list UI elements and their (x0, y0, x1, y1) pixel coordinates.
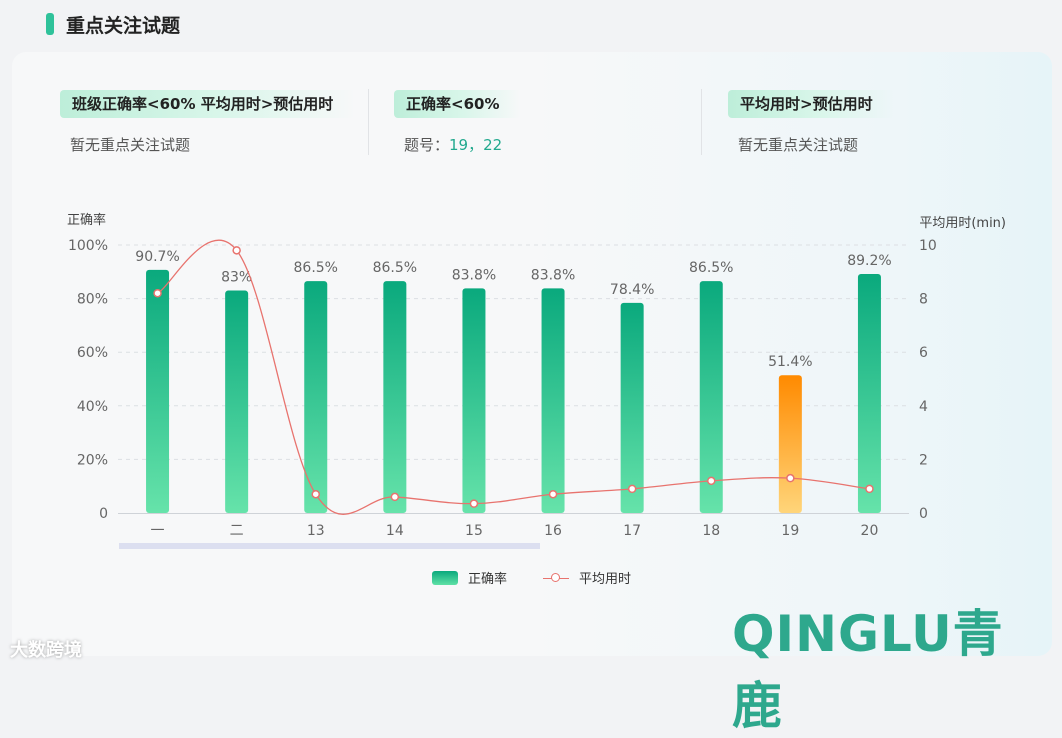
bar-value-label: 86.5% (689, 260, 733, 276)
section-header: 重点关注试题 (46, 10, 180, 38)
section-accent-bar (46, 13, 54, 35)
bar-value-label: 51.4% (768, 354, 812, 370)
section-title: 重点关注试题 (66, 14, 181, 37)
summary-tag-both: 班级正确率<60% 平均用时>预估用时 (60, 90, 356, 118)
summary-text-time: 暂无重点关注试题 (738, 136, 859, 154)
summary-tag-time: 平均用时>预估用时 (728, 90, 895, 118)
time-point (627, 484, 637, 494)
summary-divider (701, 89, 702, 155)
y2-tick-label: 10 (919, 238, 937, 254)
legend-item-time[interactable]: 平均用时 (543, 568, 631, 587)
y-axis-title: 正确率 (67, 212, 106, 228)
bar (462, 288, 486, 513)
summary-group-both: 班级正确率<60% 平均用时>预估用时 暂无重点关注试题 (60, 90, 356, 155)
legend-label-accuracy: 正确率 (468, 572, 508, 587)
time-point (390, 492, 400, 502)
watermark: 大数跨境 (10, 640, 82, 661)
question-number-label: 题号： (404, 136, 450, 154)
legend-label-time: 平均用时 (579, 572, 632, 587)
time-point (153, 288, 162, 298)
chart-legend: 正确率 平均用时 (432, 568, 667, 587)
brand-logo: QINGLU青鹿 (732, 605, 1004, 735)
y-tick-label: 20% (77, 452, 108, 468)
bar-value-label: 90.7% (135, 249, 179, 265)
time-line (157, 239, 870, 515)
summary-text-both: 暂无重点关注试题 (70, 136, 191, 154)
accuracy-time-chart: 正确率 平均用时(min) 0 20% 40% 60% 80% 100% 0 2 4 6 8 10 90.7… (67, 212, 1006, 549)
x-tick-label: 一 (151, 523, 165, 539)
y2-tick-label: 4 (919, 399, 928, 415)
x-tick-label: 13 (307, 523, 325, 539)
y2-tick-label: 6 (919, 345, 928, 361)
y-tick-label: 40% (77, 399, 108, 415)
summary-tag-accuracy: 正确率<60% (394, 90, 522, 118)
y2-tick-label: 2 (919, 452, 928, 468)
time-point (469, 499, 479, 508)
y2-tick-label: 8 (919, 292, 928, 308)
time-point (786, 473, 795, 483)
y2-axis-title: 平均用时(min) (919, 216, 1006, 231)
time-point (548, 489, 558, 499)
question-number-value: 19，22 (449, 136, 503, 154)
x-tick-label: 17 (623, 523, 641, 539)
legend-line-swatch (543, 571, 570, 585)
bar (620, 302, 644, 513)
bar (146, 269, 170, 513)
bar-value-label: 83.8% (531, 267, 575, 283)
data-zoom-band (119, 543, 540, 549)
y2-tick-label: 0 (919, 506, 928, 522)
bar-value-label: 89.2% (847, 253, 891, 269)
x-tick-label: 15 (465, 523, 483, 539)
x-tick-label: 二 (230, 523, 244, 539)
x-tick-label: 20 (861, 523, 879, 539)
legend-item-accuracy[interactable]: 正确率 (432, 568, 507, 587)
summary-group-time: 平均用时>预估用时 暂无重点关注试题 (728, 90, 895, 155)
bar (778, 375, 802, 513)
bar (383, 281, 407, 513)
y-tick-label: 80% (77, 292, 108, 308)
bar (304, 281, 328, 513)
x-tick-label: 14 (386, 523, 404, 539)
y-tick-label: 60% (77, 345, 108, 361)
bar (541, 288, 565, 513)
x-tick-label: 18 (702, 523, 720, 539)
time-point (232, 246, 241, 255)
y-tick-label: 100% (68, 238, 108, 254)
summary-group-accuracy: 正确率<60% 题号：19，22 (394, 90, 522, 155)
y-tick-label: 0 (99, 506, 108, 522)
x-tick-label: 16 (544, 523, 562, 539)
summary-text-accuracy: 题号：19，22 (404, 134, 521, 155)
focus-questions-card: 班级正确率<60% 平均用时>预估用时 暂无重点关注试题 正确率<60% 题号：… (12, 52, 1052, 735)
bar (225, 290, 249, 513)
bar-value-label: 78.4% (610, 282, 654, 298)
time-point (865, 484, 874, 494)
summary-divider (368, 89, 369, 155)
time-point (707, 476, 716, 486)
legend-bar-swatch (432, 570, 458, 585)
bar (699, 281, 723, 513)
time-point (311, 489, 320, 499)
x-tick-label: 19 (781, 523, 799, 539)
bar-value-label: 86.5% (294, 260, 338, 276)
bar (857, 273, 881, 513)
bar-value-label: 83% (221, 270, 252, 286)
bar-value-label: 83.8% (452, 267, 496, 283)
bar-value-label: 86.5% (373, 260, 417, 276)
